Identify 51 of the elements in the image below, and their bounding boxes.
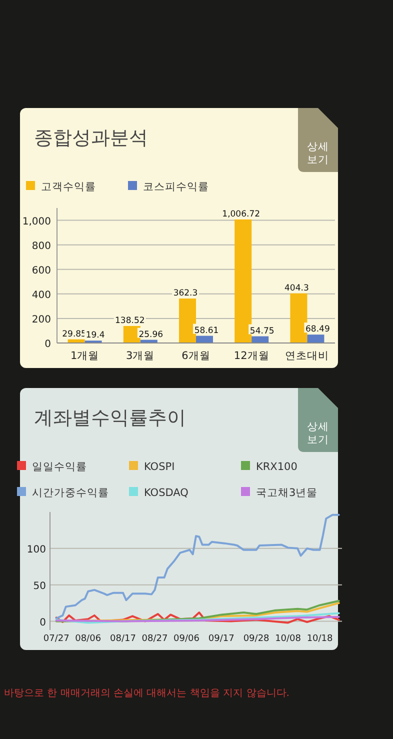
legend-label: 국고채3년물 xyxy=(256,487,318,499)
x-tick-label: 10/18 xyxy=(306,634,334,644)
y-tick-label: 0 xyxy=(44,339,51,350)
data-label: 362.3 xyxy=(173,288,198,299)
legend-label: KOSPI xyxy=(144,461,175,473)
button-detail: 상세 보기 xyxy=(298,388,338,452)
data-label: 25.96 xyxy=(138,330,164,340)
y-tick-label: 1,000 xyxy=(22,216,51,228)
x-tick-label: 6개월 xyxy=(182,350,210,362)
bar xyxy=(234,219,252,343)
data-label: 58.61 xyxy=(194,326,219,336)
x-tick-label: 08/17 xyxy=(110,634,136,644)
x-tick-label: 08/27 xyxy=(142,634,168,644)
y-tick-label: 200 xyxy=(32,314,51,326)
y-tick-label: 100 xyxy=(26,544,46,556)
x-tick-label: 08/06 xyxy=(75,634,102,644)
legend-label: KOSDAQ xyxy=(144,487,188,499)
data-label: 68.49 xyxy=(306,324,330,335)
x-tick-label: 07/27 xyxy=(43,634,70,644)
y-tick-label: 600 xyxy=(32,265,51,276)
data-label: 19.4 xyxy=(86,330,105,341)
button-detail: 상세 보기 xyxy=(298,108,338,172)
x-tick-label: 연초대비 xyxy=(285,350,330,362)
x-tick-label: 1개월 xyxy=(70,350,100,362)
x-tick-label: 09/06 xyxy=(174,634,200,644)
chart-title: 종합성과분석 xyxy=(34,127,148,149)
x-tick-label: 09/17 xyxy=(208,634,234,644)
x-tick-label: 12개월 xyxy=(234,350,270,362)
legend-label: 코스피수익률 xyxy=(143,181,209,193)
bar xyxy=(179,298,196,343)
y-tick-label: 0 xyxy=(40,617,46,628)
line-series xyxy=(55,514,340,620)
data-label: 138.52 xyxy=(115,316,145,326)
chart-title: 계좌별수익률추이 xyxy=(34,407,186,429)
x-tick-label: 09/28 xyxy=(243,634,270,644)
text: 바탕으로 한 매매거래의 손실에 대해서는 책임을 지지 않습니다. xyxy=(4,688,290,699)
y-tick-label: 50 xyxy=(33,580,46,592)
legend-label: 시간가중수익률 xyxy=(32,487,109,499)
x-tick-label: 3개월 xyxy=(126,350,155,362)
y-tick-label: 400 xyxy=(32,290,51,301)
data-label: 1,006.72 xyxy=(222,209,260,220)
bar xyxy=(290,293,308,343)
legend-label: 고객수익률 xyxy=(41,181,96,193)
legend-label: KRX100 xyxy=(256,461,298,473)
data-label: 54.75 xyxy=(250,326,274,336)
legend-label: 일일수익률 xyxy=(32,461,87,473)
y-tick-label: 800 xyxy=(32,240,51,252)
bar xyxy=(307,334,324,343)
bar xyxy=(196,336,213,343)
x-tick-label: 10/08 xyxy=(275,634,302,644)
data-label: 404.3 xyxy=(284,283,309,294)
